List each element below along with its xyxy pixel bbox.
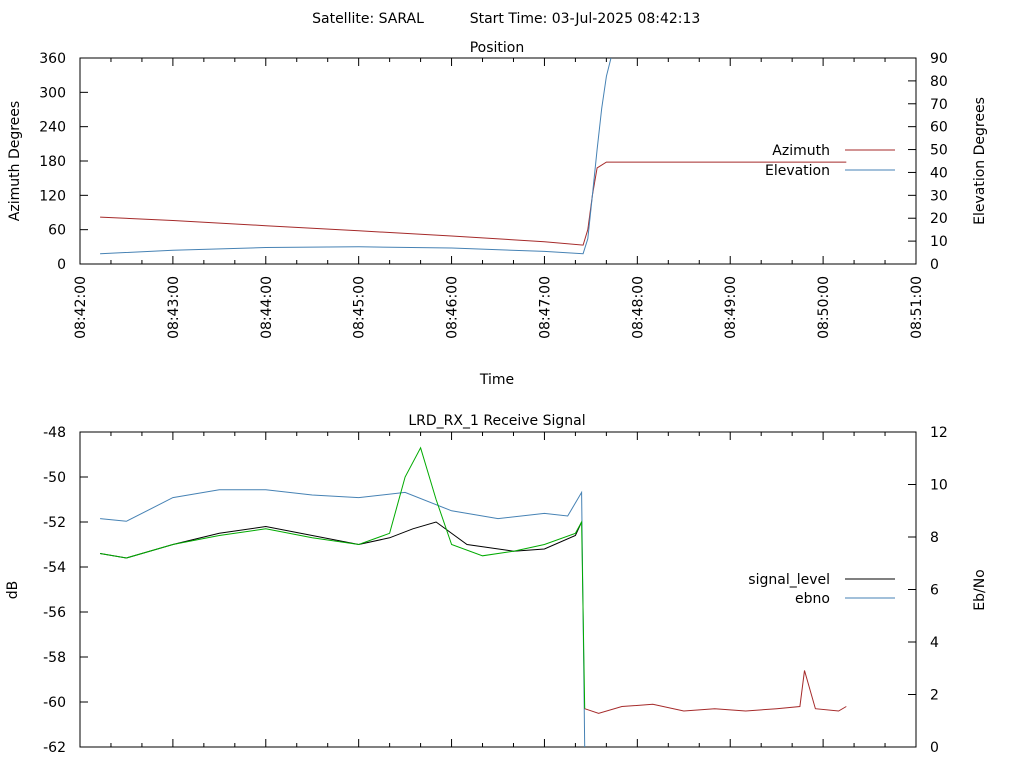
position-legend: Azimuth Elevation [765,143,895,179]
position-series [100,57,847,255]
position-y-tick-label: 60 [48,223,66,239]
signal-y2-tick-label: 12 [930,425,948,441]
signal-y2-tick-label: 2 [930,688,939,704]
position-chart: Position 08:42:00 08:43:00 08:44:00 08:45:0… [7,40,988,388]
position-series-elevation [100,57,612,255]
position-y2-tick-label: 10 [930,234,948,250]
signal-axis-ticks: -62 -60 -58 -56 -54 -52 -50 -48 0 2 4 6 8 10 12 [43,425,948,756]
signal-series-trace-2 [100,446,586,709]
position-series-azimuth [100,161,847,246]
position-chart-title: Position [470,40,525,56]
signal-y2-tick-label: 4 [930,635,939,651]
position-y-tick-label: 360 [39,51,66,67]
satellite-label: Satellite: SARAL [312,11,424,27]
signal-y-tick-label: -54 [43,560,66,576]
signal-legend: signal_level ebno [748,572,895,607]
position-x-tick-label: 08:47:00 [537,276,553,339]
signal-y-tick-label: -50 [43,470,66,486]
position-x-tick-label: 08:46:00 [445,276,461,339]
signal-y-tick-label: -62 [43,740,66,756]
position-x-tick-label: 08:49:00 [723,276,739,339]
position-x-tick-label: 08:48:00 [630,276,646,339]
signal-plot-frame [79,431,917,748]
position-y-tick-label: 120 [39,188,66,204]
position-y2-tick-label: 70 [930,97,948,113]
position-axis-ticks: 08:42:00 08:43:00 08:44:00 08:45:00 08:46:00… [39,51,948,339]
signal-y2-tick-label: 0 [930,740,939,756]
legend-label-signal-level: signal_level [748,572,830,588]
receive-signal-chart: LRD_RX_1 Receive Signal -62-60-58-56-54-… [5,413,988,756]
position-y2-tick-label: 0 [930,257,939,273]
position-x-tick-label: 08:51:00 [909,276,925,339]
signal-series [100,446,847,748]
legend-label-ebno: ebno [795,591,830,607]
position-y2-tick-label: 60 [930,120,948,136]
position-y2label: Elevation Degrees [972,97,988,225]
position-x-tick-label: 08:45:00 [352,276,368,339]
position-y2-tick-label: 20 [930,211,948,227]
start-time-label: Start Time: 03-Jul-2025 08:42:13 [470,11,701,27]
position-ylabel: Azimuth Degrees [7,101,23,221]
signal-y2label: Eb/No [972,569,988,611]
signal-series-signal-level [100,521,583,559]
position-x-tick-label: 08:42:00 [73,276,89,339]
signal-chart-title: LRD_RX_1 Receive Signal [408,413,585,429]
position-y-tick-label: 0 [57,257,66,273]
position-y2-tick-label: 90 [930,51,948,67]
position-y-tick-label: 180 [39,154,66,170]
position-y-tick-label: 300 [39,85,66,101]
signal-y-tick-label: -56 [43,605,66,621]
signal-y-tick-label: -52 [43,515,66,531]
position-x-tick-label: 08:43:00 [166,276,182,339]
position-x-tick-label: 08:50:00 [816,276,832,339]
signal-series-trace-3 [584,670,847,714]
position-y2-tick-label: 30 [930,188,948,204]
position-xlabel: Time [479,372,514,388]
signal-y2-tick-label: 10 [930,478,948,494]
signal-series-ebno [100,489,586,748]
legend-label-azimuth: Azimuth [772,143,830,159]
signal-y2-tick-label: 6 [930,583,939,599]
signal-ylabel: dB [5,581,21,600]
position-y2-tick-label: 50 [930,143,948,159]
legend-label-elevation: Elevation [765,163,830,179]
position-x-tick-label: 08:44:00 [259,276,275,339]
signal-y-tick-label: -58 [43,650,66,666]
signal-y-tick-label: -48 [43,425,66,441]
position-y2-tick-label: 80 [930,74,948,90]
signal-y-tick-label: -60 [43,695,66,711]
signal-y2-tick-label: 8 [930,530,939,546]
position-y-tick-label: 240 [39,120,66,136]
position-plot-frame [79,57,917,265]
position-y2-tick-label: 40 [930,165,948,181]
